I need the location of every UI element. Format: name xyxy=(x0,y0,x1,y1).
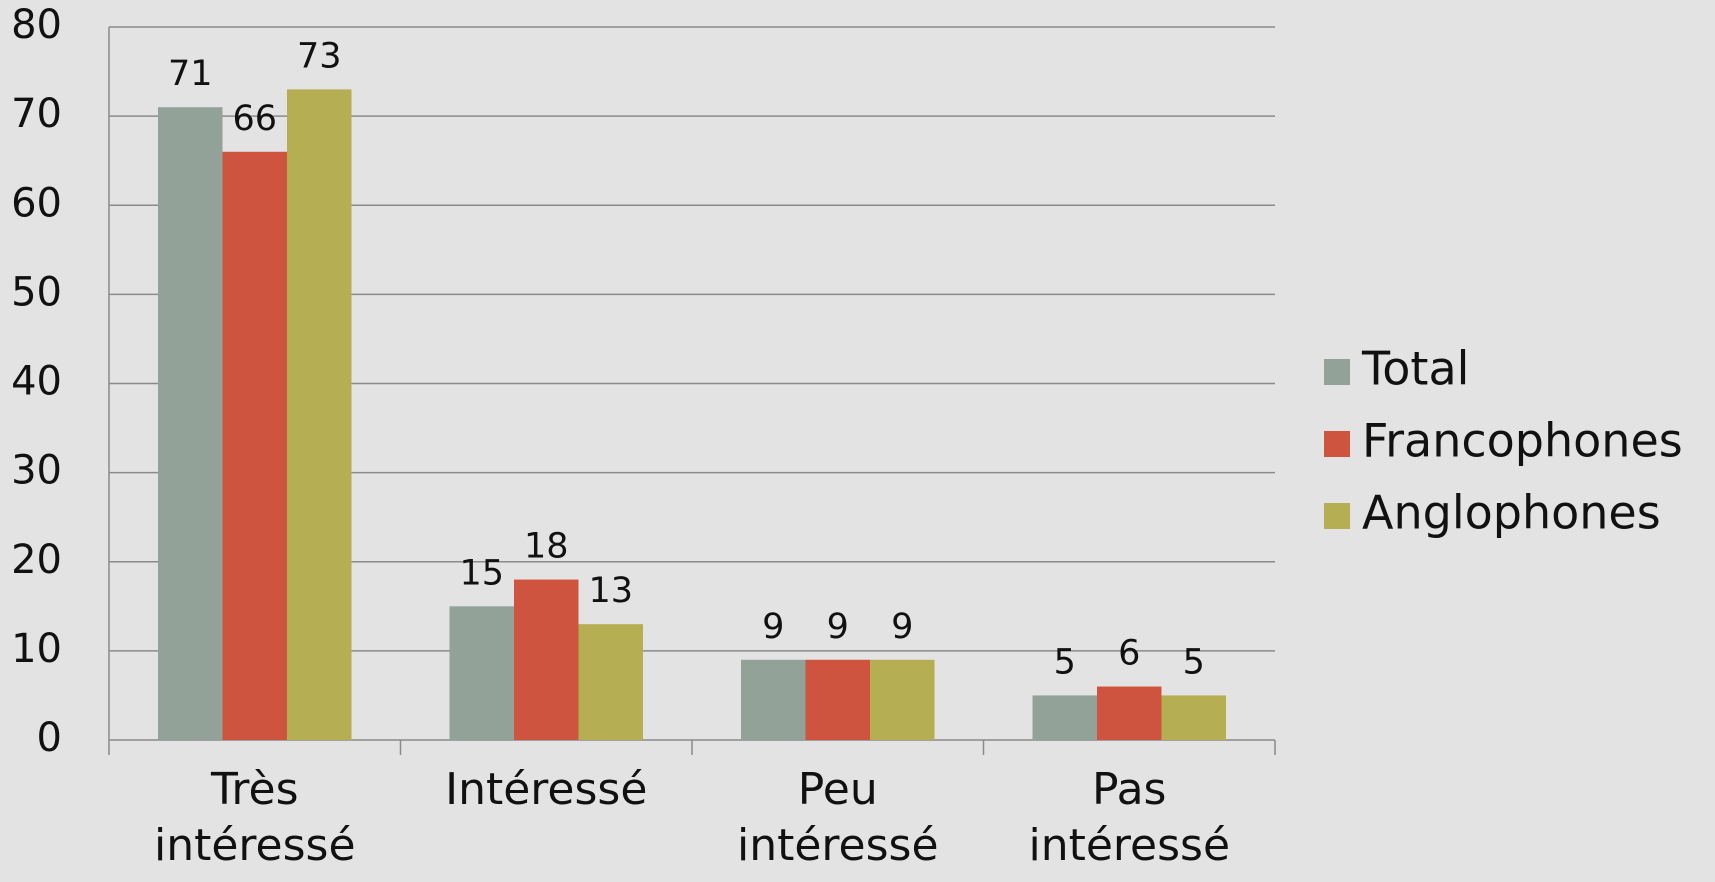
legend-label: Anglophones xyxy=(1362,486,1661,540)
data-label: 13 xyxy=(588,571,633,611)
legend-label: Francophones xyxy=(1362,414,1683,468)
bar xyxy=(158,107,223,740)
legend-swatch xyxy=(1324,359,1350,385)
legend-label: Total xyxy=(1361,342,1469,396)
legend-swatch xyxy=(1324,431,1350,457)
x-tick-label: Très intéressé xyxy=(153,764,356,871)
data-label: 5 xyxy=(1054,642,1076,682)
legend-swatch xyxy=(1324,503,1350,529)
data-label: 71 xyxy=(168,54,213,94)
bar xyxy=(1097,686,1162,740)
data-label: 9 xyxy=(827,607,849,647)
bar xyxy=(222,151,287,740)
bar xyxy=(449,606,514,740)
y-tick-label: 0 xyxy=(37,715,62,761)
bar xyxy=(870,659,935,740)
y-tick-label: 20 xyxy=(11,537,62,583)
data-label: 15 xyxy=(459,553,504,593)
data-label: 9 xyxy=(762,607,784,647)
y-tick-label: 80 xyxy=(11,2,62,48)
data-label: 66 xyxy=(232,99,277,139)
data-label: 73 xyxy=(297,36,342,76)
data-label: 9 xyxy=(891,607,913,647)
x-tick-label: Peu intéressé xyxy=(736,764,939,871)
x-tick-label: Pas intéressé xyxy=(1028,764,1231,871)
y-tick-label: 50 xyxy=(11,269,62,315)
data-label: 6 xyxy=(1118,634,1140,674)
y-tick-label: 10 xyxy=(11,626,62,672)
data-label: 5 xyxy=(1183,642,1205,682)
y-tick-label: 40 xyxy=(11,359,62,405)
x-tick-label: Intéressé xyxy=(445,764,648,815)
bar xyxy=(287,89,352,740)
bar xyxy=(805,659,870,740)
bar xyxy=(741,659,806,740)
bar xyxy=(1161,695,1226,740)
data-label: 18 xyxy=(524,527,569,567)
bar xyxy=(1032,695,1097,740)
bar xyxy=(578,624,643,740)
y-tick-label: 60 xyxy=(11,180,62,226)
y-tick-label: 30 xyxy=(11,448,62,494)
y-tick-label: 70 xyxy=(11,91,62,137)
bar xyxy=(514,579,579,740)
